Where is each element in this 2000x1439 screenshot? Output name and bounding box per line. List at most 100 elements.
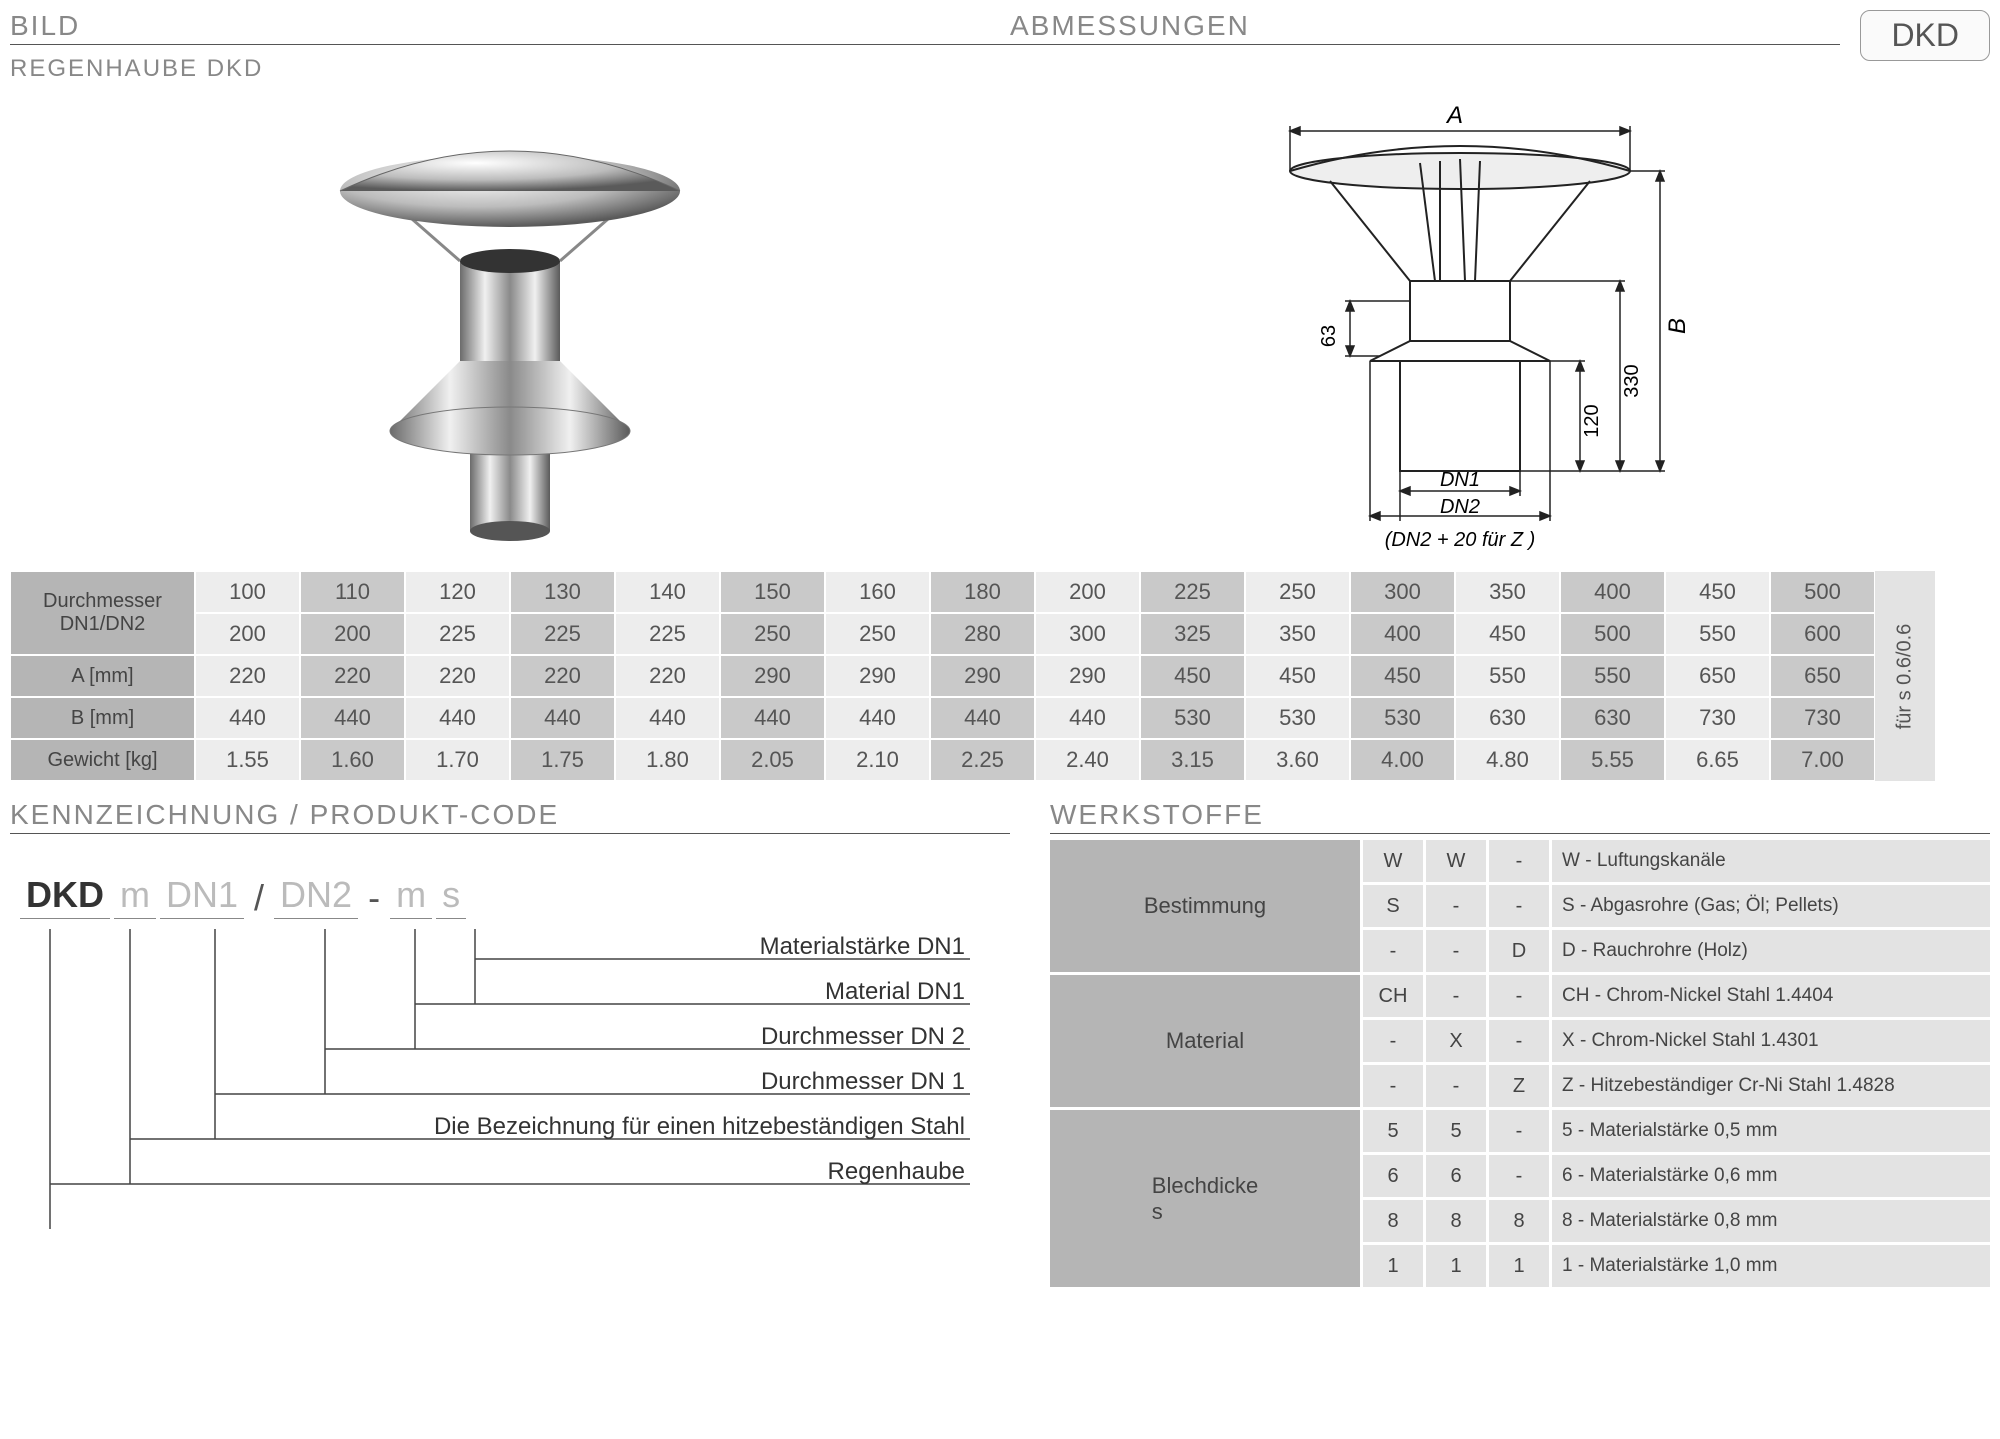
lower-section: KENNZEICHNUNG / PRODUKT-CODE DKD m DN1 /… <box>10 799 1990 1287</box>
tbl-cell: 550 <box>1665 613 1770 655</box>
dim-63: 63 <box>1318 325 1340 347</box>
code-tok-4: DN2 <box>274 874 358 919</box>
tbl-cell: 325 <box>1140 613 1245 655</box>
render-image <box>10 91 1010 571</box>
dim-label-b: B <box>1664 318 1691 334</box>
tbl-cell: 530 <box>1140 697 1245 739</box>
tbl-cell: 600 <box>1770 613 1875 655</box>
dimensions-table: Durchmesser DN1/DN2 10020011020012022513… <box>10 571 1990 781</box>
tbl-cell: 200 <box>300 613 405 655</box>
dim-120: 120 <box>1581 404 1603 437</box>
werkstoffe-desc: D - Rauchrohre (Holz) <box>1552 930 1990 972</box>
tbl-lab-diameter-l2: DN1/DN2 <box>60 613 146 636</box>
werkstoffe-cell: - <box>1489 1155 1549 1197</box>
werkstoffe-cell: S <box>1363 885 1423 927</box>
tbl-dn-col: 200300 <box>1035 571 1140 655</box>
tbl-cell: 440 <box>195 697 300 739</box>
werkstoffe-cell: - <box>1363 1065 1423 1107</box>
tbl-cell: 650 <box>1770 655 1875 697</box>
tbl-cell: 5.55 <box>1560 739 1665 781</box>
werkstoffe-group-label: Material <box>1050 975 1360 1107</box>
legend-1: Material DN1 <box>825 978 965 1005</box>
tbl-cell: 530 <box>1350 697 1455 739</box>
legend-0: Materialstärke DN1 <box>760 933 965 960</box>
werkstoffe-cell: - <box>1426 930 1486 972</box>
werkstoffe-cell: X <box>1426 1020 1486 1062</box>
werkstoffe-desc: 5 - Materialstärke 0,5 mm <box>1552 1110 1990 1152</box>
tbl-dn-col: 110200 <box>300 571 405 655</box>
tbl-cell: 290 <box>930 655 1035 697</box>
tbl-cell: 450 <box>1245 655 1350 697</box>
code-sep-2: - <box>362 877 386 919</box>
dimension-drawing: A 63 B <box>1010 91 1990 571</box>
werkstoffe-cell: CH <box>1363 975 1423 1017</box>
tbl-cell: 140 <box>615 571 720 613</box>
tbl-cell: 290 <box>825 655 930 697</box>
werkstoffe-desc: 6 - Materialstärke 0,6 mm <box>1552 1155 1990 1197</box>
werkstoffe-table: BestimmungWW-W - LuftungskanäleS--S - Ab… <box>1050 840 1990 1287</box>
tbl-cell: 4.00 <box>1350 739 1455 781</box>
code-tok-6: m <box>390 874 432 919</box>
tbl-dn-col: 400500 <box>1560 571 1665 655</box>
werkstoffe-cell: - <box>1489 975 1549 1017</box>
subtitle: REGENHAUBE DKD <box>10 55 1010 83</box>
tbl-cell: 550 <box>1455 655 1560 697</box>
tbl-lab-b: B [mm] <box>10 697 195 739</box>
werkstoffe-cell: - <box>1426 1065 1486 1107</box>
werkstoffe-cell: - <box>1363 1020 1423 1062</box>
tbl-cell: 440 <box>300 697 405 739</box>
tbl-cell: 1.60 <box>300 739 405 781</box>
tbl-cell: 220 <box>300 655 405 697</box>
tbl-cell: 4.80 <box>1455 739 1560 781</box>
tbl-cell: 6.65 <box>1665 739 1770 781</box>
werkstoffe-cell: Z <box>1489 1065 1549 1107</box>
legend-3: Durchmesser DN 1 <box>761 1068 965 1095</box>
tbl-cell: 650 <box>1665 655 1770 697</box>
tbl-dn-col: 160250 <box>825 571 930 655</box>
werkstoffe-desc: S - Abgasrohre (Gas; Öl; Pellets) <box>1552 885 1990 927</box>
tbl-lab-a: A [mm] <box>10 655 195 697</box>
werkstoffe-cell: 8 <box>1363 1200 1423 1242</box>
tbl-cell: 440 <box>1035 697 1140 739</box>
tbl-dn-col: 100200 <box>195 571 300 655</box>
werkstoffe-cell: - <box>1489 1020 1549 1062</box>
tbl-cell: 3.60 <box>1245 739 1350 781</box>
werkstoffe-cell: W <box>1363 840 1423 882</box>
werkstoffe-cell: 6 <box>1363 1155 1423 1197</box>
dim-dn1: DN1 <box>1440 469 1480 491</box>
tbl-cell: 1.75 <box>510 739 615 781</box>
section-title-kennzeichnung: KENNZEICHNUNG / PRODUKT-CODE <box>10 799 1010 834</box>
tbl-cell: 730 <box>1665 697 1770 739</box>
product-render-icon <box>310 121 710 541</box>
werkstoffe-group-label: Bestimmung <box>1050 840 1360 972</box>
tbl-cell: 530 <box>1245 697 1350 739</box>
werkstoffe-desc: 1 - Materialstärke 1,0 mm <box>1552 1245 1990 1287</box>
tbl-cell: 1.80 <box>615 739 720 781</box>
tbl-dn-col: 140225 <box>615 571 720 655</box>
werkstoffe-cell: - <box>1489 840 1549 882</box>
tbl-cell: 220 <box>510 655 615 697</box>
tbl-cell: 730 <box>1770 697 1875 739</box>
tbl-cell: 160 <box>825 571 930 613</box>
code-tok-1: m <box>114 874 156 919</box>
tbl-cell: 7.00 <box>1770 739 1875 781</box>
werkstoffe-cell: 6 <box>1426 1155 1486 1197</box>
tbl-cell: 450 <box>1455 613 1560 655</box>
tbl-cell: 450 <box>1140 655 1245 697</box>
tbl-cell: 250 <box>825 613 930 655</box>
tbl-cell: 225 <box>510 613 615 655</box>
tbl-lab-diameter: Durchmesser DN1/DN2 <box>10 571 195 655</box>
werkstoffe-cell: - <box>1426 885 1486 927</box>
tbl-cell: 450 <box>1665 571 1770 613</box>
product-code-line: DKD m DN1 / DN2 - m s <box>20 874 1010 919</box>
tbl-dn-col: 350450 <box>1455 571 1560 655</box>
werkstoffe-desc: CH - Chrom-Nickel Stahl 1.4404 <box>1552 975 1990 1017</box>
tbl-cell: 290 <box>720 655 825 697</box>
legend-4: Die Bezeichnung für einen hitzebeständig… <box>434 1113 965 1140</box>
werkstoffe-cell: 1 <box>1363 1245 1423 1287</box>
werkstoffe-cell: 1 <box>1489 1245 1549 1287</box>
tbl-dn-col: 130225 <box>510 571 615 655</box>
tbl-cell: 440 <box>615 697 720 739</box>
werkstoffe-cell: - <box>1489 885 1549 927</box>
werkstoffe-cell: - <box>1426 975 1486 1017</box>
